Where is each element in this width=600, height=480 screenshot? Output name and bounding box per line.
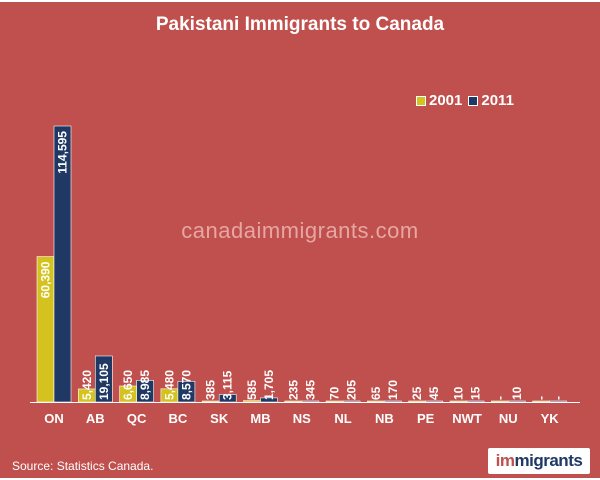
data-label-2001-ab: 5,420 (80, 370, 94, 400)
bar-2011-bc (177, 381, 196, 403)
bar-2011-ab (95, 355, 113, 403)
logo-prefix: im (495, 451, 515, 470)
bar-2011-yk (549, 400, 567, 403)
source-note: Source: Statistics Canada. (12, 459, 154, 473)
bar-2011-on (53, 125, 72, 403)
bar-2011-nwt (466, 400, 485, 403)
legend-swatch-2001 (416, 95, 426, 106)
bar-2011-nu (507, 400, 526, 403)
data-label-2011-nwt: 15 (469, 386, 483, 400)
x-tick-bc: BC (169, 411, 188, 426)
data-label-2011-ab: 19,105 (97, 363, 111, 400)
data-label-2001-sk: 385 (204, 380, 218, 400)
data-label-2011-sk: 3,115 (221, 370, 235, 400)
bar-2001-nwt (449, 400, 468, 403)
data-label-2011-ns: 345 (303, 380, 317, 400)
bar-2001-sk (201, 400, 220, 403)
logo-suffix: migrants (514, 451, 583, 470)
bar-2001-pe (408, 400, 427, 403)
data-label-2001-mb: 585 (245, 380, 259, 400)
data-label-2001-pe: 25 (410, 386, 424, 400)
legend-item-2001: 2001 (416, 92, 462, 109)
legend-swatch-2011 (468, 95, 479, 106)
x-tick-qc: QC (127, 411, 147, 426)
data-label-2001-on: 60,390 (39, 261, 53, 298)
x-tick-nb: NB (375, 411, 394, 426)
data-label-2001-nwt: 10 (452, 386, 466, 400)
x-tick-nu: NU (499, 411, 518, 426)
legend-label-2011: 2011 (481, 92, 514, 109)
data-label-2001-nl: 70 (328, 386, 342, 400)
x-tick-on: ON (44, 411, 64, 426)
bar-2001-ns (284, 400, 303, 403)
bar-2011-ns (301, 400, 320, 403)
immigrants-logo: im migrants (488, 448, 590, 474)
data-label-2011-mb: 1,705 (262, 370, 276, 400)
x-tick-nl: NL (334, 411, 351, 426)
data-label-2011-nb: 170 (386, 380, 400, 400)
x-tick-yk: YK (541, 411, 560, 426)
bar-2011-nl (342, 400, 361, 403)
data-label-2011-nu: 10 (510, 386, 524, 400)
data-label-2001-nu: - (493, 396, 507, 400)
bar-2011-qc (136, 380, 154, 403)
x-tick-ns: NS (293, 411, 311, 426)
data-label-2001-qc: 6,650 (121, 370, 135, 400)
data-label-2011-on: 114,595 (56, 131, 70, 174)
bar-2001-nl (325, 400, 344, 403)
data-label-2011-pe: 45 (427, 386, 441, 400)
x-tick-sk: SK (210, 411, 229, 426)
bar-2011-pe (425, 400, 444, 403)
legend: 2001 2011 (416, 92, 514, 109)
x-tick-ab: AB (86, 411, 105, 426)
data-label-2001-bc: 5,480 (162, 370, 176, 400)
data-label-2001-nb: 65 (369, 386, 383, 400)
bar-2001-nb (367, 400, 385, 403)
data-label-2011-yk: - (551, 396, 565, 400)
legend-item-2011: 2011 (468, 92, 514, 109)
data-label-2011-qc: 8,985 (138, 370, 152, 400)
data-label-2001-ns: 235 (286, 380, 300, 400)
x-tick-pe: PE (417, 411, 435, 426)
bar-2011-mb (260, 397, 278, 403)
watermark-text: canadaimmigrants.com (181, 218, 419, 243)
bar-2011-sk (218, 394, 237, 403)
bar-2001-yk (532, 400, 550, 403)
bar-2001-nu (490, 400, 509, 403)
x-tick-nwt: NWT (452, 411, 482, 426)
legend-label-2001: 2001 (429, 92, 463, 109)
chart-title: Pakistani Immigrants to Canada (155, 14, 445, 35)
bar-2011-nb (384, 400, 402, 403)
x-tick-mb: MB (250, 411, 270, 426)
data-label-2011-nl: 205 (345, 380, 359, 400)
data-label-2001-yk: - (534, 396, 548, 400)
data-label-2011-bc: 8,570 (179, 370, 193, 400)
